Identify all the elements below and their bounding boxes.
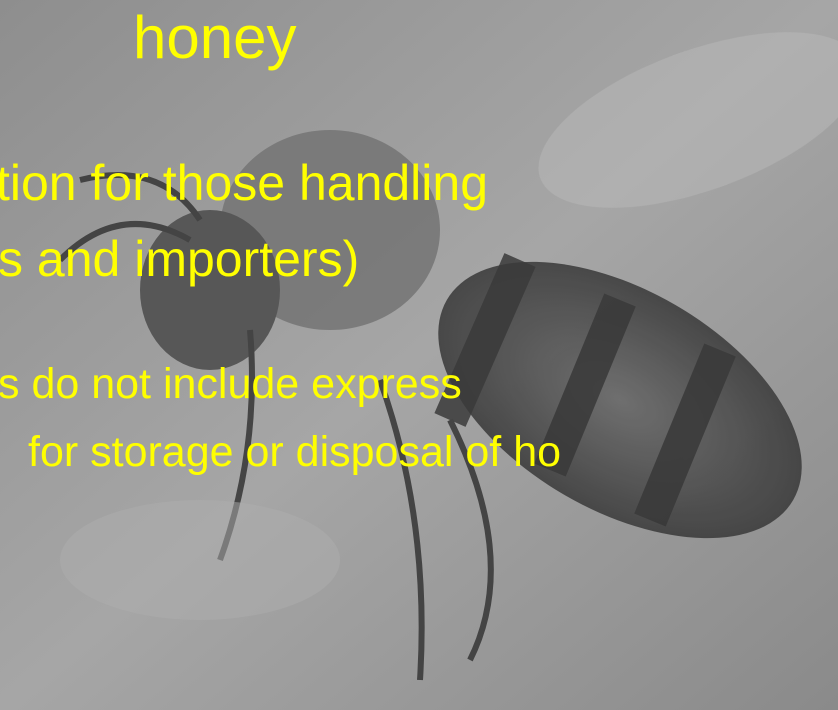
sub-bullet: for storage or disposal of ho xyxy=(28,428,561,476)
slide: honey tion for those handling s and impo… xyxy=(0,0,838,710)
bullet: s and importers) xyxy=(0,231,359,287)
bullet: tion for those handling xyxy=(0,155,488,211)
slide-title: honey xyxy=(133,4,296,71)
page: {"slide": {"title": "honey", "bullets": … xyxy=(0,0,838,710)
sub-bullet: s do not include express xyxy=(0,360,462,408)
